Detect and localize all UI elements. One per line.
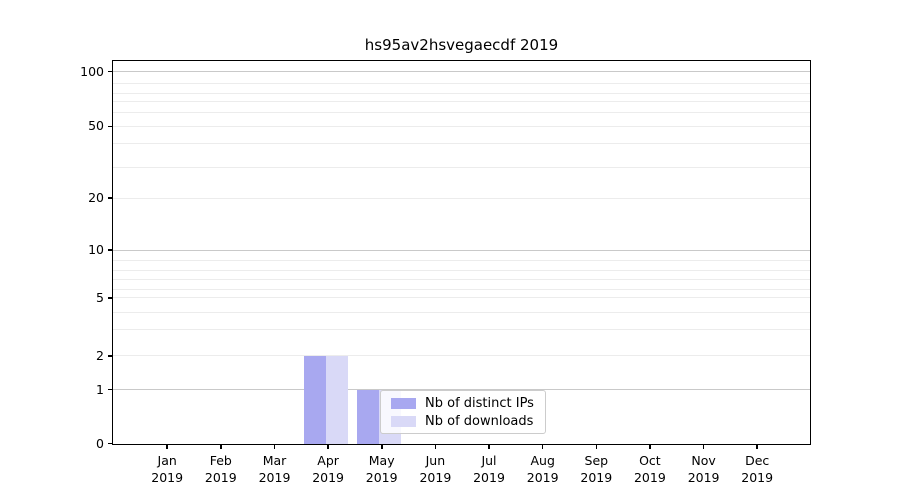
- y-gridline-minor: [113, 166, 810, 168]
- y-gridline-minor: [113, 82, 810, 84]
- y-tick-label: 1: [96, 381, 104, 397]
- x-tick-mark: [220, 445, 222, 449]
- y-gridline-major: [113, 71, 810, 72]
- y-gridline-minor: [113, 142, 810, 144]
- y-tick-label: 5: [96, 289, 104, 305]
- x-tick-mark: [434, 445, 437, 449]
- y-gridline-minor: [113, 279, 810, 281]
- x-tick-label: May 2019: [365, 452, 398, 485]
- x-tick-label: Oct 2019: [633, 452, 666, 485]
- y-gridline-minor: [113, 329, 810, 331]
- bar-nb-of-downloads-apr-2019: [325, 356, 348, 444]
- y-tick-mark: [108, 70, 112, 73]
- x-tick-label: Apr 2019: [312, 452, 344, 485]
- y-gridline-minor: [113, 259, 810, 261]
- x-tick-mark: [541, 445, 544, 449]
- y-tick-mark: [108, 249, 112, 251]
- y-tick-mark: [108, 197, 112, 199]
- x-tick-label: Jun 2019: [419, 452, 452, 485]
- x-tick-mark: [166, 445, 168, 449]
- y-tick-label: 100: [80, 63, 104, 79]
- y-tick-mark: [108, 388, 112, 391]
- y-tick-label: 0: [96, 435, 104, 451]
- x-tick-label: Nov 2019: [687, 452, 720, 485]
- x-tick-label: Jul 2019: [473, 452, 505, 485]
- y-gridline-minor: [113, 355, 810, 357]
- x-tick-label: Jan 2019: [151, 452, 184, 485]
- y-gridline-minor: [113, 111, 810, 113]
- x-tick-mark: [649, 445, 651, 449]
- x-tick-mark: [327, 445, 329, 449]
- chart-title: hs95av2hsvegaecdf 2019: [364, 36, 559, 54]
- y-gridline-minor: [113, 289, 810, 291]
- bar-nb-of-distinct-ips-may-2019: [357, 390, 380, 444]
- legend-swatch-distinct-ips: [391, 397, 416, 409]
- y-tick-label: 2: [96, 347, 104, 363]
- x-tick-mark: [756, 445, 758, 449]
- y-gridline-minor: [113, 197, 810, 199]
- y-gridline-major: [113, 389, 810, 391]
- x-tick-label: Mar 2019: [258, 452, 291, 485]
- bar-nb-of-distinct-ips-apr-2019: [303, 356, 326, 444]
- y-gridline-minor: [113, 92, 810, 94]
- x-tick-label: Aug 2019: [526, 452, 559, 485]
- legend-swatch-downloads: [391, 415, 416, 427]
- legend: Nb of distinct IPs Nb of downloads: [380, 390, 546, 434]
- y-gridline-major: [113, 249, 810, 251]
- x-tick-label: Feb 2019: [204, 452, 237, 485]
- x-tick-mark: [381, 445, 383, 449]
- y-gridline-minor: [113, 312, 810, 314]
- x-tick-mark: [488, 445, 490, 449]
- y-tick-mark: [108, 297, 112, 299]
- y-tick-label: 50: [88, 118, 104, 134]
- y-gridline-minor: [113, 101, 810, 103]
- y-tick-mark: [108, 125, 112, 128]
- legend-label-downloads: Nb of downloads: [425, 413, 534, 429]
- legend-label-distinct-ips: Nb of distinct IPs: [425, 395, 534, 411]
- y-tick-mark: [108, 355, 112, 357]
- x-tick-label: Dec 2019: [741, 452, 774, 485]
- x-tick-label: Sep 2019: [580, 452, 613, 485]
- y-gridline-minor: [113, 125, 810, 127]
- y-tick-label: 10: [88, 242, 104, 257]
- x-tick-mark: [595, 445, 597, 449]
- legend-item-downloads: Nb of downloads: [381, 414, 545, 429]
- x-tick-mark: [702, 445, 705, 449]
- y-gridline-minor: [113, 297, 810, 299]
- x-tick-mark: [273, 445, 276, 449]
- y-tick-label: 20: [88, 190, 104, 206]
- y-gridline-minor: [113, 269, 810, 271]
- plot-area: Nb of distinct IPs Nb of downloads: [112, 60, 811, 445]
- y-tick-mark: [108, 442, 112, 445]
- legend-item-distinct-ips: Nb of distinct IPs: [381, 396, 545, 411]
